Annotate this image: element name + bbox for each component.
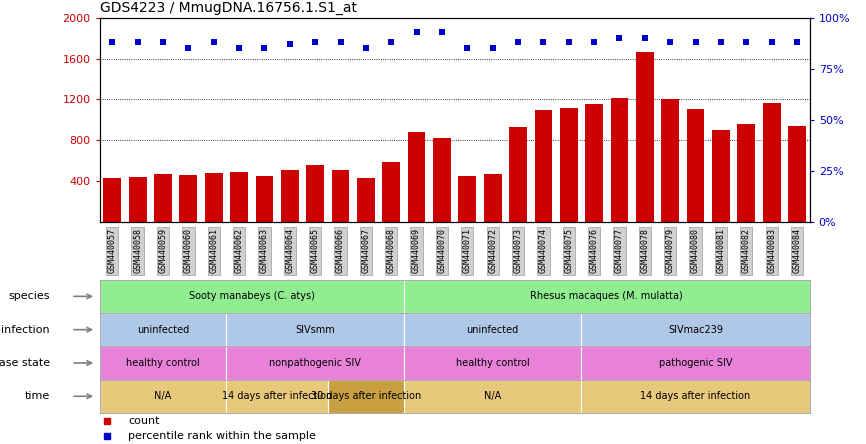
Bar — [404, 346, 581, 380]
Bar — [205, 173, 223, 222]
Bar — [255, 176, 274, 222]
Bar — [226, 346, 404, 380]
Bar — [763, 103, 780, 222]
Bar — [100, 280, 404, 313]
Bar — [154, 174, 171, 222]
Text: nonpathogenic SIV: nonpathogenic SIV — [269, 358, 361, 368]
Bar — [509, 127, 527, 222]
Bar — [581, 313, 810, 346]
Text: SIVmac239: SIVmac239 — [668, 325, 723, 335]
Bar — [662, 99, 679, 222]
Bar — [738, 124, 755, 222]
Text: percentile rank within the sample: percentile rank within the sample — [128, 431, 316, 441]
Bar — [611, 99, 629, 222]
Bar — [433, 138, 451, 222]
Text: pathogenic SIV: pathogenic SIV — [659, 358, 733, 368]
Text: disease state: disease state — [0, 358, 50, 368]
Text: species: species — [9, 291, 50, 301]
Bar — [179, 175, 197, 222]
Bar — [332, 170, 349, 222]
Bar — [103, 178, 121, 222]
Text: 14 days after infection: 14 days after infection — [222, 391, 333, 401]
Bar — [307, 165, 324, 222]
Bar — [458, 176, 476, 222]
Text: healthy control: healthy control — [456, 358, 530, 368]
Bar — [100, 380, 226, 413]
Bar — [534, 110, 553, 222]
Bar — [581, 346, 810, 380]
Bar — [226, 380, 328, 413]
Bar — [687, 109, 704, 222]
Bar — [585, 103, 603, 222]
Text: Rhesus macaques (M. mulatta): Rhesus macaques (M. mulatta) — [531, 291, 683, 301]
Bar — [357, 178, 375, 222]
Text: count: count — [128, 416, 159, 426]
Bar — [408, 132, 425, 222]
Text: N/A: N/A — [154, 391, 171, 401]
Bar — [230, 172, 248, 222]
Bar — [404, 280, 810, 313]
Text: uninfected: uninfected — [137, 325, 189, 335]
Text: healthy control: healthy control — [126, 358, 200, 368]
Bar — [581, 380, 810, 413]
Bar — [636, 52, 654, 222]
Bar — [484, 174, 501, 222]
Text: Sooty manabeys (C. atys): Sooty manabeys (C. atys) — [189, 291, 314, 301]
Text: time: time — [24, 391, 50, 401]
Text: 14 days after infection: 14 days after infection — [641, 391, 751, 401]
Bar — [788, 126, 806, 222]
Bar — [712, 130, 730, 222]
Bar — [328, 380, 404, 413]
Bar — [560, 107, 578, 222]
Bar — [129, 177, 146, 222]
Text: GDS4223 / MmugDNA.16756.1.S1_at: GDS4223 / MmugDNA.16756.1.S1_at — [100, 1, 357, 16]
Bar — [100, 346, 226, 380]
Bar — [226, 313, 404, 346]
Text: N/A: N/A — [484, 391, 501, 401]
Text: SIVsmm: SIVsmm — [295, 325, 335, 335]
Bar — [404, 380, 581, 413]
Bar — [281, 170, 299, 222]
Bar — [404, 313, 581, 346]
Bar — [383, 162, 400, 222]
Text: infection: infection — [1, 325, 50, 335]
Text: uninfected: uninfected — [467, 325, 519, 335]
Text: 30 days after infection: 30 days after infection — [311, 391, 421, 401]
Bar — [100, 313, 226, 346]
